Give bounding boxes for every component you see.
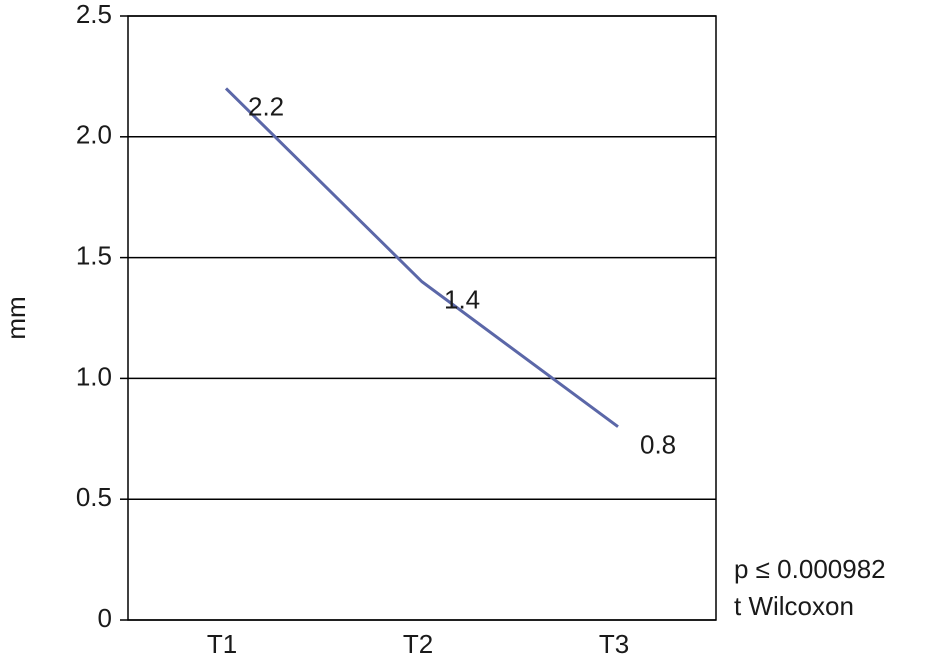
line	[224, 87, 619, 428]
y-axis-label: mm	[1, 296, 31, 339]
annotation: t Wilcoxon	[734, 591, 854, 621]
y-tick-label: 2.0	[76, 120, 112, 150]
y-tick-label: 0.5	[76, 482, 112, 512]
y-tick-label: 1.0	[76, 361, 112, 391]
data-label: 0.8	[640, 430, 676, 460]
data-label: 2.2	[248, 91, 284, 121]
x-tick-label: T1	[207, 629, 237, 659]
plot-frame	[127, 15, 717, 621]
data-label: 1.4	[444, 285, 480, 315]
x-tick-label: T2	[403, 629, 433, 659]
y-tick-label: 0	[98, 603, 112, 633]
annotation: p ≤ 0.000982	[734, 554, 886, 584]
x-tick-label: T3	[599, 629, 629, 659]
y-tick-label: 2.5	[76, 0, 112, 29]
y-tick-label: 1.5	[76, 240, 112, 270]
